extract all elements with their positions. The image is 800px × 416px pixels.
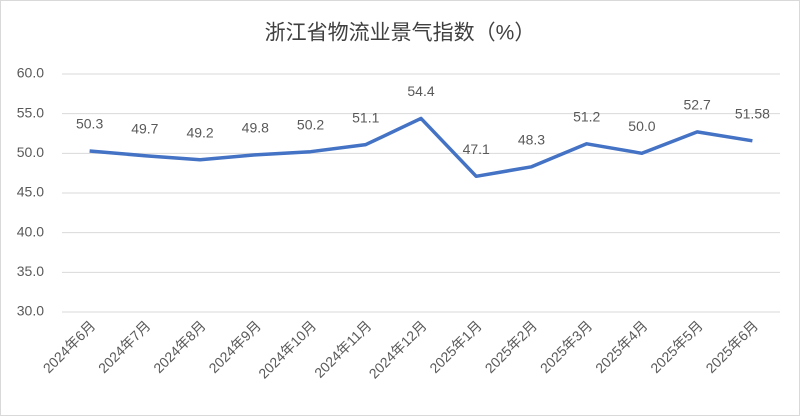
y-tick-label: 55.0 [17,104,44,120]
chart-title: 浙江省物流业景气指数（%） [265,22,536,45]
y-tick-label: 35.0 [17,263,44,279]
value-label: 51.2 [573,109,600,125]
value-label: 50.2 [297,116,324,132]
y-tick-label: 60.0 [17,65,44,81]
value-label: 51.58 [735,106,770,122]
data-line [89,116,753,179]
y-tick-label: 50.0 [17,144,44,160]
value-label: 51.1 [352,109,379,125]
value-label: 50.3 [76,116,103,132]
value-label: 54.4 [407,83,434,99]
value-label: 49.8 [242,120,269,136]
y-tick-label: 45.0 [17,184,44,200]
value-label: 52.7 [684,97,711,113]
y-tick-label: 40.0 [17,223,44,239]
value-label: 47.1 [463,141,490,157]
value-label: 49.2 [186,124,213,140]
value-label: 49.7 [131,120,158,136]
value-label: 50.0 [628,118,655,134]
value-label: 48.3 [518,132,545,148]
y-tick-label: 30.0 [17,303,44,319]
